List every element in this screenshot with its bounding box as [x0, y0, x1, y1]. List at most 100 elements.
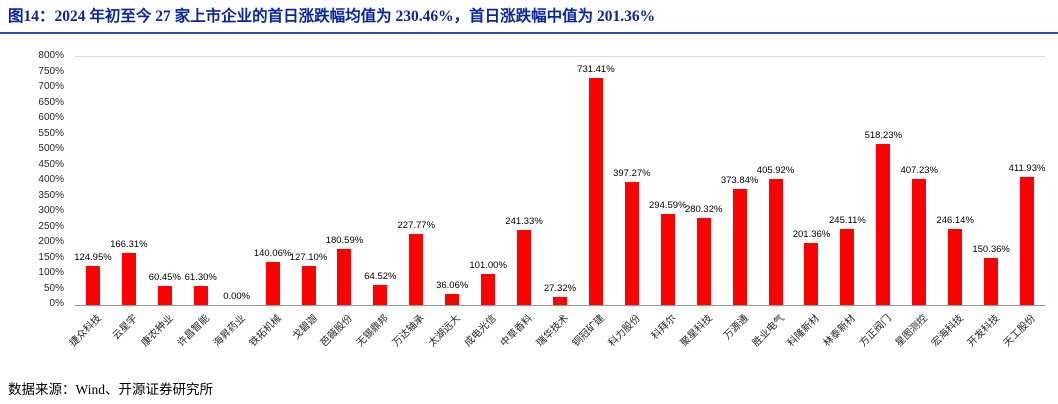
bar [768, 179, 783, 305]
bar-value-label: 124.95% [74, 252, 112, 263]
bar-value-label: 518.23% [864, 130, 903, 141]
bar [373, 285, 388, 305]
bar-value-label: 405.92% [756, 165, 795, 176]
x-axis-label: 林泰新材 [822, 313, 859, 350]
bar-value-label: 373.84% [720, 175, 759, 186]
x-axis-label: 中草香料 [498, 313, 535, 350]
bar [481, 274, 496, 305]
bar [337, 249, 352, 305]
bar [301, 266, 316, 305]
x-axis-label: 捷众科技 [67, 313, 104, 350]
x-axis-label: 海昇药业 [211, 313, 248, 350]
bar-value-label: 731.41% [577, 64, 615, 75]
bar [804, 243, 819, 305]
y-axis-tick: 700% [38, 81, 64, 92]
bar-value-label: 140.06% [253, 248, 292, 259]
bar-value-label: 127.10% [289, 252, 328, 263]
y-axis-tick: 550% [38, 127, 64, 139]
x-axis-label: 科拜尔 [649, 313, 679, 342]
x-axis-label: 星图测控 [893, 313, 931, 350]
x-axis-label: 成电光信 [462, 313, 499, 350]
title-divider [0, 32, 1058, 34]
bar-value-label: 411.93% [1008, 163, 1046, 174]
bar-value-label: 36.06% [436, 280, 469, 291]
bar [696, 218, 711, 305]
bar-value-label: 60.45% [148, 272, 181, 283]
bar [660, 214, 675, 305]
bar-value-label: 101.00% [469, 260, 507, 271]
bar-value-label: 397.27% [613, 168, 651, 179]
bar [517, 230, 532, 305]
x-axis-label: 许昌智能 [175, 313, 212, 350]
plot-area: 124.95% 捷众科技 166.31% 云星宇 60.45% 康农种业 61.30% 许昌智… [68, 56, 1046, 349]
bar-value-label: 280.32% [684, 204, 723, 215]
y-axis-tick: 300% [38, 205, 64, 216]
x-axis-label: 瑞华技术 [534, 313, 571, 350]
x-axis-label: 开发科技 [965, 313, 1002, 350]
x-axis-label: 聚星科技 [678, 313, 715, 350]
bar [876, 144, 891, 305]
x-axis-label: 铜冠矿建 [570, 313, 607, 350]
bar [840, 229, 855, 305]
bar [948, 229, 963, 305]
y-axis-tick: 600% [38, 112, 64, 123]
bar [553, 297, 567, 305]
x-axis-label: 康农种业 [139, 313, 176, 350]
x-axis-label: 方正阀门 [858, 313, 895, 350]
x-axis-label: 云星宇 [110, 313, 140, 342]
x-axis-label: 芭薇股份 [319, 313, 356, 350]
bar [85, 266, 100, 305]
x-axis-label: 太湖远大 [426, 313, 464, 350]
bar-value-label: 64.52% [364, 271, 397, 282]
y-axis-tick: 350% [38, 189, 64, 201]
bar [732, 189, 747, 305]
bar [984, 258, 999, 305]
bar-value-label: 246.14% [936, 215, 974, 226]
y-axis-tick: 450% [38, 158, 64, 170]
x-axis-label: 戈碧迦 [290, 313, 320, 342]
y-axis-tick: 250% [38, 220, 64, 232]
chart-title-text: 2024 年初至今 27 家上市企业的首日涨跌幅均值为 230.46%，首日涨跌… [54, 8, 656, 25]
chart-title: 图14：2024 年初至今 27 家上市企业的首日涨跌幅均值为 230.46%，… [8, 6, 1050, 28]
y-axis-tick: 0% [49, 298, 64, 309]
bar-value-label: 150.36% [972, 244, 1010, 255]
data-source: 数据来源：Wind、开源证券研究所 [8, 382, 213, 397]
y-axis-tick: 800% [38, 50, 64, 61]
bar [409, 234, 424, 305]
bar-value-label: 294.59% [649, 200, 687, 211]
bar [157, 286, 172, 305]
x-axis-label: 铁拓机械 [247, 313, 284, 350]
bar-value-label: 227.77% [397, 220, 436, 231]
y-axis-tick: 400% [38, 174, 64, 185]
bar-value-label: 27.32% [543, 283, 577, 294]
bar [624, 182, 639, 305]
y-axis-tick: 650% [38, 96, 64, 108]
x-axis-label: 科隆新材 [786, 313, 823, 350]
bar-value-label: 241.33% [505, 216, 543, 227]
x-axis-label: 宏海科技 [929, 313, 966, 350]
bar-value-label: 0.00% [223, 291, 251, 302]
bar [121, 253, 136, 305]
x-axis-label: 万达轴承 [391, 313, 428, 350]
y-axis-tick: 100% [38, 267, 64, 278]
bar-value-label: 166.31% [110, 239, 148, 250]
figure-number: 图14： [8, 8, 55, 25]
x-axis-label: 万源通 [721, 313, 751, 342]
y-axis: 800% 750% 700% 650% 600% 550% 500% 450% 400% 350%… [20, 50, 68, 309]
bar-value-label: 180.59% [325, 235, 364, 246]
bar [193, 286, 208, 305]
bar-value-label: 201.36% [792, 229, 831, 240]
bar-value-label: 245.11% [829, 215, 866, 226]
x-axis-label: 天工股份 [1001, 313, 1038, 350]
bar-value-label: 61.30% [184, 272, 217, 283]
bar [1020, 177, 1035, 305]
x-axis-label: 胜业电气 [750, 313, 787, 350]
x-axis-label: 科力股份 [606, 313, 643, 350]
y-axis-tick: 50% [43, 282, 64, 294]
bar-value-label: 407.23% [900, 165, 939, 176]
x-axis-label: 无锡鼎邦 [355, 313, 392, 350]
bar [912, 179, 927, 305]
bar [265, 262, 280, 305]
y-axis-tick: 200% [38, 236, 64, 247]
